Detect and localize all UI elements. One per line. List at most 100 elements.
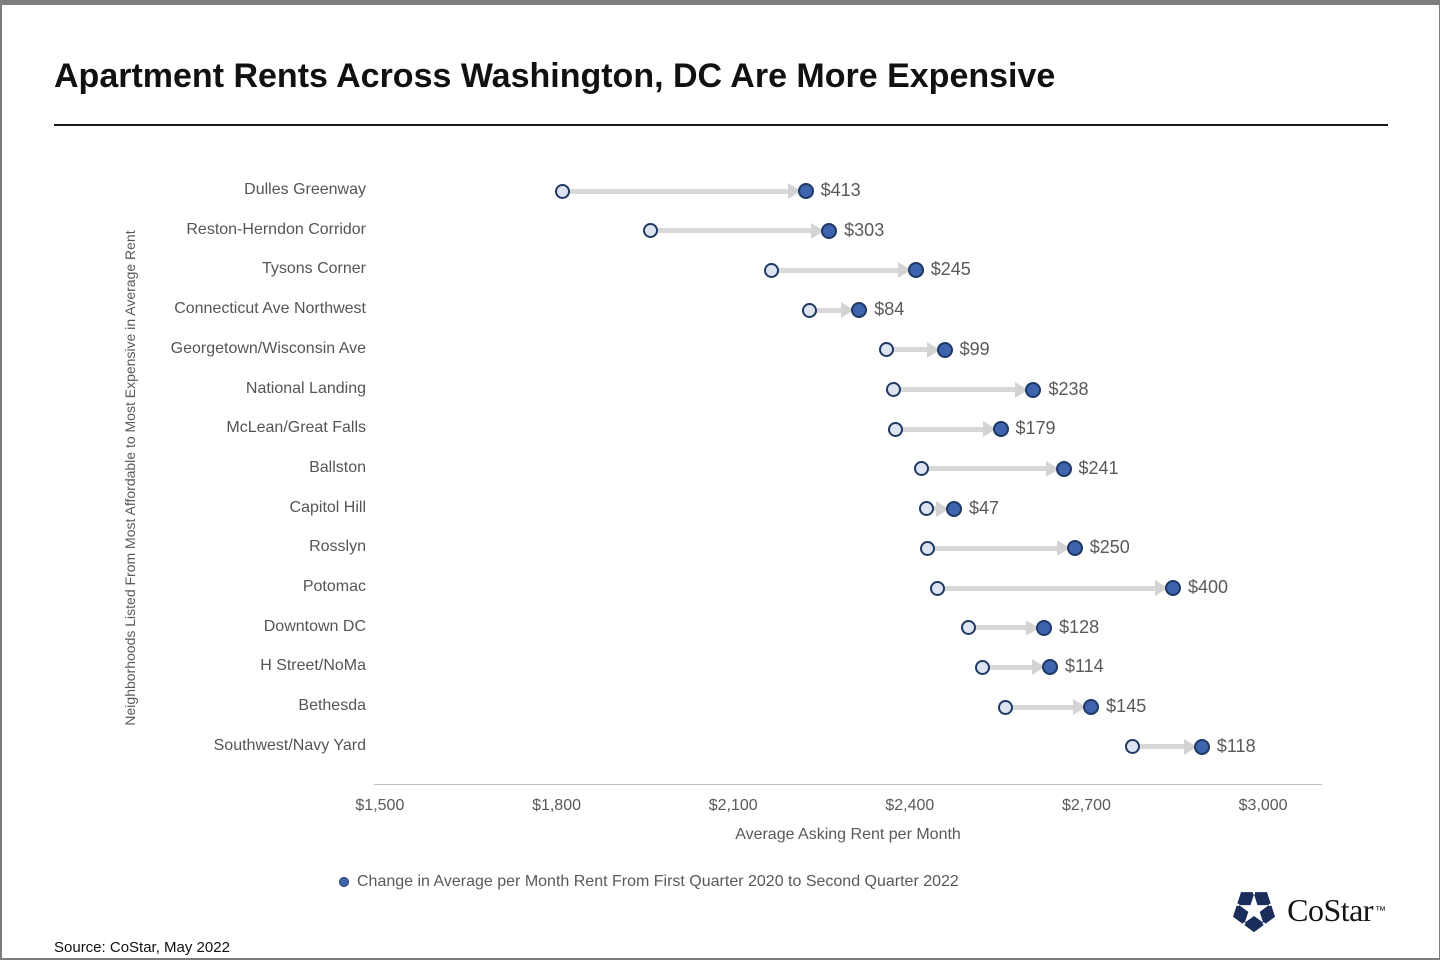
- y-axis-label: Ballston: [309, 458, 366, 476]
- costar-logo-icon: [1231, 889, 1278, 933]
- costar-logo-text: CoStar: [1287, 891, 1373, 928]
- y-axis-label: Southwest/Navy Yard: [213, 736, 366, 754]
- x-axis-line: [374, 784, 1322, 785]
- start-marker: [930, 580, 945, 596]
- dumbbell-connector: [926, 466, 1053, 472]
- source-note: Source: CoStar, May 2022: [54, 939, 230, 956]
- start-marker: [878, 342, 894, 358]
- arrowhead-icon: [1015, 381, 1029, 398]
- y-axis-label: Bethesda: [298, 697, 366, 715]
- start-marker: [961, 620, 977, 636]
- change-label: $47: [968, 497, 1000, 518]
- arrowhead-icon: [1026, 619, 1040, 636]
- dumbbell-connector: [567, 188, 795, 194]
- change-label: $145: [1106, 696, 1147, 717]
- change-label: $250: [1089, 537, 1130, 558]
- dumbbell-connector: [814, 307, 849, 313]
- plot-area: $413 $303 $245 $84 $99 $238 $179 $241 $47 $250 $40…: [374, 171, 1322, 784]
- dumbbell-connector: [1010, 704, 1081, 710]
- y-axis-label: National Landing: [245, 379, 366, 397]
- y-axis-label: Tysons Corner: [261, 260, 366, 278]
- change-label: $84: [874, 299, 905, 320]
- legend-label: Change in Average per Month Rent From Fi…: [357, 873, 959, 890]
- change-label: $118: [1216, 735, 1256, 756]
- start-marker: [802, 302, 818, 318]
- change-label: $241: [1078, 457, 1119, 478]
- dumbbell-connector: [891, 347, 934, 353]
- end-marker: [851, 302, 868, 319]
- y-axis-label: Georgetown/Wisconsin Ave: [170, 339, 366, 357]
- arrowhead-icon: [982, 421, 996, 438]
- x-tick-label: $2,700: [1062, 797, 1111, 814]
- y-axis-label: Potomac: [302, 578, 366, 595]
- end-marker: [1055, 460, 1072, 477]
- arrowhead-icon: [1031, 659, 1045, 676]
- start-marker: [554, 183, 570, 199]
- x-tick-label: $1,800: [532, 797, 581, 814]
- end-marker: [936, 341, 953, 358]
- change-label: $413: [820, 180, 861, 200]
- start-marker: [975, 659, 991, 675]
- dumbbell-connector: [655, 228, 819, 234]
- y-axis-label: H Street/NoMa: [260, 657, 366, 675]
- x-tick-label: $3,000: [1238, 797, 1288, 814]
- y-axis-label: Rosslyn: [309, 538, 366, 556]
- change-label: $400: [1188, 577, 1229, 597]
- arrowhead-icon: [1155, 580, 1169, 596]
- dumbbell-connector: [1137, 744, 1191, 750]
- end-marker: [1066, 540, 1083, 557]
- change-label: $114: [1064, 656, 1104, 677]
- dumbbell-connector: [900, 426, 990, 432]
- legend-marker-icon: [339, 877, 349, 887]
- start-marker: [914, 461, 930, 477]
- x-tick-label: $2,100: [708, 797, 758, 814]
- arrowhead-icon: [926, 341, 940, 358]
- dumbbell-connector: [942, 585, 1163, 591]
- y-axis-label: Capitol Hill: [289, 498, 366, 516]
- start-marker: [643, 223, 659, 239]
- end-marker: [945, 500, 962, 517]
- arrowhead-icon: [1073, 699, 1087, 716]
- trademark-symbol: ™: [1375, 905, 1386, 918]
- end-marker: [1083, 699, 1100, 716]
- x-tick-label: $2,400: [885, 797, 935, 814]
- dumbbell-connector: [898, 387, 1023, 392]
- title-underline: [54, 124, 1388, 126]
- y-axis-label: Reston-Herndon Corridor: [186, 220, 366, 238]
- end-marker: [1193, 738, 1210, 755]
- end-marker: [821, 222, 838, 239]
- arrowhead-icon: [897, 262, 911, 279]
- dumbbell-connector: [973, 625, 1034, 631]
- y-axis-label: Downtown DC: [263, 617, 366, 635]
- start-marker: [887, 421, 903, 437]
- end-marker: [1036, 619, 1053, 636]
- change-label: $179: [1015, 418, 1056, 439]
- change-label: $128: [1059, 616, 1100, 637]
- end-marker: [1041, 659, 1058, 676]
- start-marker: [918, 501, 934, 517]
- end-marker: [907, 262, 924, 279]
- end-marker: [1025, 381, 1042, 398]
- change-label: $303: [844, 219, 885, 240]
- start-marker: [998, 699, 1014, 715]
- arrowhead-icon: [935, 500, 949, 517]
- dumbbell-connector: [987, 664, 1039, 670]
- arrowhead-icon: [787, 183, 801, 199]
- x-axis-title: Average Asking Rent per Month: [735, 826, 961, 843]
- chart-title: Apartment Rents Across Washington, DC Ar…: [54, 57, 1056, 95]
- dumbbell-connector: [776, 267, 905, 273]
- start-marker: [919, 540, 935, 556]
- start-marker: [885, 382, 901, 397]
- arrowhead-icon: [1183, 738, 1197, 755]
- end-marker: [797, 183, 814, 199]
- start-marker: [763, 262, 779, 278]
- end-marker: [992, 421, 1009, 438]
- y-axis-label: Connecticut Ave Northwest: [174, 300, 366, 318]
- y-axis-label: Dulles Greenway: [244, 181, 366, 198]
- x-tick-label: $1,500: [355, 797, 405, 814]
- change-label: $238: [1048, 378, 1089, 399]
- dumbbell-connector: [932, 545, 1064, 551]
- costar-logo: CoStar ™: [1231, 887, 1386, 933]
- costar-logo-wordmark: CoStar ™: [1287, 892, 1386, 929]
